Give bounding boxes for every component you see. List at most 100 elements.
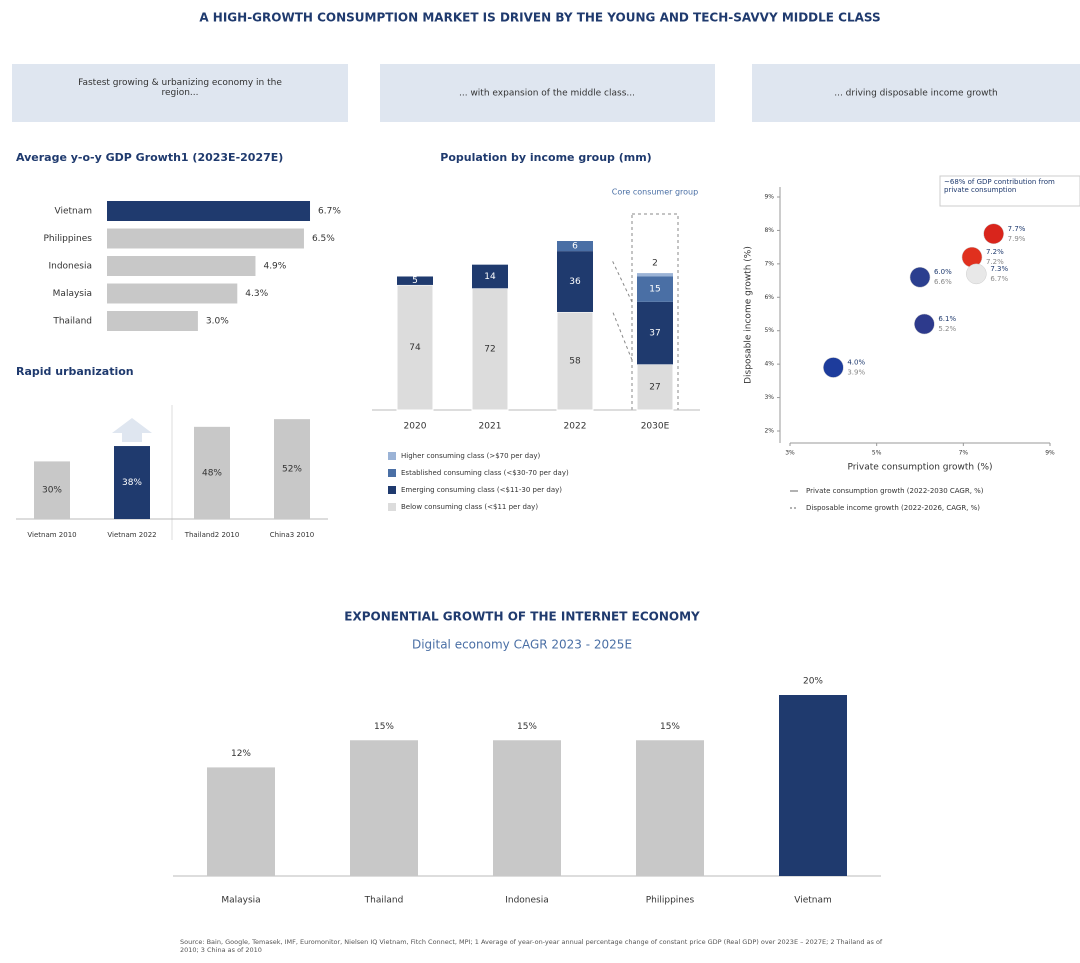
- chart-title: Average y-o-y GDP Growth1 (2023E-2027E): [16, 151, 283, 164]
- x-axis-label: Private consumption growth (%): [847, 463, 992, 473]
- header-box: [380, 64, 715, 122]
- bar-segment: [637, 301, 673, 365]
- bar-segment: [637, 276, 673, 302]
- data-label: 4.3%: [245, 289, 268, 299]
- data-label: 74: [409, 343, 421, 353]
- bar-segment: [557, 251, 593, 312]
- point-x-label: 6.0%: [934, 268, 952, 276]
- y-tick-label: Vietnam: [54, 207, 92, 217]
- x-tick-label: Vietnam: [794, 896, 832, 906]
- bar-segment: [557, 241, 593, 252]
- bar-segment: [556, 311, 594, 411]
- data-label: 14: [484, 272, 496, 282]
- x-tick-label: 9%: [1045, 450, 1055, 457]
- y-tick-label: 4%: [764, 361, 774, 368]
- x-tick-label: Vietnam 2010: [27, 531, 76, 539]
- legend-label: Private consumption growth (2022-2030 CA…: [806, 487, 984, 495]
- point-x-label: 7.3%: [990, 265, 1008, 273]
- point: [909, 266, 931, 288]
- legend-label: Established consuming class (<$30-70 per…: [401, 469, 569, 477]
- legend-swatch: [388, 452, 396, 460]
- header-box: [752, 64, 1080, 122]
- data-label: 4.9%: [263, 262, 286, 272]
- header-text: Fastest growing & urbanizing economy in …: [78, 78, 282, 98]
- header-text: Fastest growing & urbanizing economy in …: [78, 78, 282, 98]
- chart-title: Population by income group (mm): [440, 151, 651, 164]
- x-tick-label: Malaysia: [221, 896, 260, 906]
- x-tick-label: 2020: [404, 422, 427, 432]
- point: [966, 263, 987, 285]
- data-label: 2: [652, 259, 658, 269]
- bar: [350, 740, 418, 876]
- legend-label: Higher consuming class (>$70 per day): [401, 452, 541, 460]
- bar: [779, 695, 847, 876]
- legend-swatch: [388, 486, 396, 494]
- point-x-label: 7.2%: [986, 248, 1004, 256]
- x-tick-label: Thailand2 2010: [184, 531, 240, 539]
- legend-label: Below consuming class (<$11 per day): [401, 503, 538, 511]
- chart-title: EXPONENTIAL GROWTH OF THE INTERNET ECONO…: [344, 610, 700, 624]
- bar: [34, 461, 70, 519]
- point-x-label: 6.1%: [938, 315, 956, 323]
- data-label: 72: [484, 345, 495, 355]
- data-label: 15%: [374, 722, 394, 732]
- source: Source: Bain, Google, Temasek, IMF, Euro…: [180, 938, 882, 954]
- header-box: [12, 64, 348, 122]
- main-title: A HIGH-GROWTH CONSUMPTION MARKET IS DRIV…: [199, 11, 880, 25]
- point: [823, 357, 844, 378]
- data-label: 36: [569, 277, 581, 287]
- point: [983, 223, 1004, 245]
- bar: [194, 426, 230, 519]
- data-label: 15: [649, 285, 660, 295]
- bar-segment: [472, 264, 508, 289]
- point-y-label: 5.2%: [938, 325, 956, 333]
- bar: [107, 311, 198, 331]
- connector: [611, 309, 633, 361]
- bar-segment: [637, 273, 673, 277]
- y-tick-label: 8%: [764, 227, 774, 234]
- point-y-label: 7.9%: [1008, 235, 1026, 243]
- x-tick-label: Vietnam 2022: [107, 531, 156, 539]
- legend-swatch: [388, 469, 396, 477]
- data-label: 58: [569, 356, 581, 366]
- bar-segment: [636, 363, 674, 411]
- data-label: 15%: [517, 722, 537, 732]
- x-tick-label: China3 2010: [270, 531, 315, 539]
- data-label: 27: [649, 383, 660, 393]
- y-tick-label: Malaysia: [53, 289, 92, 299]
- point: [914, 313, 935, 335]
- data-label: 3.0%: [206, 317, 229, 327]
- data-label: 12%: [231, 749, 251, 759]
- y-tick-label: Philippines: [44, 234, 93, 244]
- data-label: 6.5%: [312, 234, 335, 244]
- x-tick-label: 2030E: [641, 422, 670, 432]
- data-label: 52%: [282, 465, 302, 475]
- data-label: 48%: [202, 468, 222, 478]
- point-y-label: 7.2%: [986, 258, 1004, 266]
- data-label: 15%: [660, 722, 680, 732]
- header-text: ... with expansion of the middle class..…: [459, 89, 635, 99]
- connector: [611, 259, 633, 303]
- bar: [207, 767, 275, 876]
- y-tick-label: 6%: [764, 294, 774, 301]
- data-label: 37: [649, 329, 660, 339]
- annotation-text: ~68% of GDP contribution from private co…: [944, 178, 1055, 194]
- annotation: ~68% of GDP contribution from private co…: [944, 178, 1055, 194]
- data-label: 30%: [42, 486, 62, 496]
- data-label: 6: [572, 242, 578, 252]
- x-tick-label: 2022: [564, 422, 587, 432]
- y-tick-label: Thailand: [52, 317, 92, 327]
- bar: [107, 256, 256, 276]
- point-y-label: 6.7%: [990, 275, 1008, 283]
- x-tick-label: 5%: [872, 450, 882, 457]
- data-label: 6.7%: [318, 207, 341, 217]
- x-tick-label: 2021: [479, 422, 502, 432]
- annotation: Core consumer group: [612, 188, 698, 197]
- x-tick-label: 3%: [785, 450, 795, 457]
- y-tick-label: 5%: [764, 327, 774, 334]
- x-tick-label: Thailand: [364, 896, 404, 906]
- legend-label: Emerging consuming class (<$11-30 per da…: [401, 486, 562, 494]
- x-tick-label: Philippines: [646, 896, 695, 906]
- point-y-label: 3.9%: [847, 368, 865, 376]
